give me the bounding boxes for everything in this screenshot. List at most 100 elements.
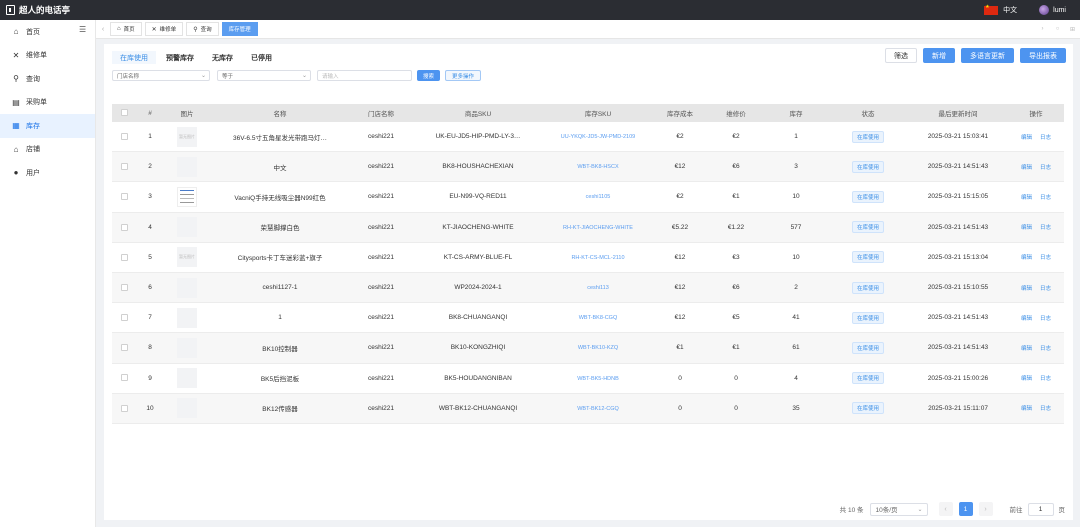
filter-operator-select[interactable]: 等于 ⌄ <box>217 70 311 81</box>
status-tab[interactable]: 无库存 <box>212 54 233 62</box>
view-tab[interactable]: ⌂ 首页 <box>110 22 142 36</box>
tabs-scroll-left-icon[interactable]: ‹ <box>101 25 105 33</box>
product-image[interactable] <box>177 186 197 207</box>
view-tab[interactable]: 库存管理 <box>221 22 258 36</box>
log-link[interactable]: 日志 <box>1040 315 1052 322</box>
grid-menu-icon[interactable]: ⊞ <box>1069 26 1076 33</box>
stock-sku-link[interactable]: UU-YKQK-JD5-JW-PMD-2109 <box>560 134 636 141</box>
row-checkbox[interactable] <box>120 344 128 352</box>
brand[interactable]: 超人的电话亭 <box>0 0 96 20</box>
table-row[interactable]: 8 BK10控制器 ceshi221 BK10-KONGZHIQI WBT-BK10-K… <box>112 333 1064 364</box>
table-row[interactable]: 5 暂无图片 Citysports卡丁车迷彩蓝+旗子 ceshi221 KT-CS-AR… <box>112 243 1064 273</box>
filter-button[interactable]: 筛选 <box>885 48 917 63</box>
log-link[interactable]: 日志 <box>1040 194 1052 201</box>
avatar[interactable] <box>1039 5 1050 15</box>
stock-sku-link[interactable]: WBT-BK12-CGQ <box>577 405 619 412</box>
stock-sku-link[interactable]: RH-KT-JIAOCHENG-WHITE <box>563 224 633 231</box>
table-row[interactable]: 2 中文 ceshi221 BK8-HOUSHACHEXIAN WBT-BK8-HSCX… <box>112 152 1064 183</box>
sidebar-item-inventory[interactable]: ▦ 库存 <box>0 114 95 138</box>
prev-page-button[interactable]: ‹ <box>938 502 953 516</box>
product-image[interactable] <box>177 156 197 177</box>
status-tab[interactable]: 预警库存 <box>166 54 194 62</box>
product-image[interactable] <box>177 277 197 298</box>
sidebar-item-user[interactable]: ● 用户 <box>0 161 95 185</box>
product-image[interactable] <box>177 307 197 328</box>
log-link[interactable]: 日志 <box>1040 255 1052 262</box>
table-row[interactable]: 1 暂无图片 36V-6.5寸五角星发光带跑马灯… ceshi221 UK-EU-JD5… <box>112 122 1064 153</box>
search-button[interactable]: 搜索 <box>417 70 441 81</box>
add-button[interactable]: 新增 <box>923 48 955 63</box>
product-image[interactable] <box>177 217 197 238</box>
edit-link[interactable]: 编辑 <box>1020 194 1032 201</box>
sidebar-item-book[interactable]: ▤ 采购单 <box>0 91 95 115</box>
status-tab[interactable]: 在库使用 <box>112 51 156 64</box>
stock-sku-link[interactable]: WBT-BK5-HDNB <box>577 375 619 382</box>
sidebar-item-tools[interactable]: ✕ 维修单 <box>0 44 95 68</box>
edit-link[interactable]: 编辑 <box>1020 315 1032 322</box>
next-page-button[interactable]: › <box>978 502 993 516</box>
table-row[interactable]: 9 BK5后挡泥板 ceshi221 BK5-HOUDANGNIBAN WBT-BK5-… <box>112 364 1064 394</box>
log-link[interactable]: 日志 <box>1040 376 1052 383</box>
more-actions-button[interactable]: 更多操作 <box>445 70 482 81</box>
stock-sku-link[interactable]: ceshi1105 <box>585 194 611 201</box>
edit-link[interactable]: 编辑 <box>1020 406 1032 413</box>
product-image[interactable] <box>177 337 197 358</box>
log-link[interactable]: 日志 <box>1040 134 1052 141</box>
sidebar-item-store[interactable]: ⌂ 店铺 <box>0 138 95 162</box>
filter-value-input[interactable]: 请输入 <box>317 70 412 81</box>
row-checkbox[interactable] <box>120 374 128 382</box>
table-row[interactable]: 10 BK12传感器 ceshi221 WBT-BK12-CHUANGANQI WBT-… <box>112 393 1064 424</box>
page-1-button[interactable]: 1 <box>958 502 973 516</box>
product-image[interactable] <box>177 368 197 389</box>
sidebar-item-home[interactable]: ⌂ 首页 <box>0 20 95 44</box>
tabs-scroll-right-icon[interactable]: › <box>1041 26 1044 32</box>
status-tab[interactable]: 已停用 <box>251 54 272 62</box>
table-row[interactable]: 4 荣慧脚撑白色 ceshi221 KT-JIAOCHENG-WHITE RH-KT-J… <box>112 212 1064 243</box>
stock-sku-link[interactable]: RH-KT-CS-MCL-2110 <box>571 254 625 261</box>
edit-link[interactable]: 编辑 <box>1020 225 1032 232</box>
product-image[interactable]: 暂无图片 <box>177 247 197 268</box>
product-image[interactable]: 暂无图片 <box>177 126 197 147</box>
china-flag-icon[interactable] <box>984 4 999 15</box>
log-link[interactable]: 日志 <box>1040 164 1052 171</box>
stock-sku-link[interactable]: ceshi113 <box>587 285 609 292</box>
log-link[interactable]: 日志 <box>1040 406 1052 413</box>
sidebar-item-search[interactable]: ⚲ 查询 <box>0 67 95 91</box>
product-image[interactable] <box>177 398 197 419</box>
stock-sku-link[interactable]: WBT-BK8-HSCX <box>577 164 619 171</box>
edit-link[interactable]: 编辑 <box>1020 345 1032 352</box>
filter-field-select[interactable]: 门店名称 ⌄ <box>112 70 210 81</box>
edit-link[interactable]: 编辑 <box>1020 376 1032 383</box>
row-checkbox[interactable] <box>120 253 128 261</box>
menu-collapse-icon[interactable]: ☰ <box>79 25 87 34</box>
page-size-select[interactable]: 10条/页 ⌄ <box>869 502 928 516</box>
row-checkbox[interactable] <box>120 193 128 201</box>
edit-link[interactable]: 编辑 <box>1020 285 1032 292</box>
log-link[interactable]: 日志 <box>1040 285 1052 292</box>
row-checkbox[interactable] <box>120 404 128 412</box>
view-tab[interactable]: ✕ 维修单 <box>144 22 184 36</box>
select-all-checkbox[interactable] <box>120 109 128 117</box>
table-row[interactable]: 3 VacniQ手持无线吸尘器N99红色 ceshi221 EU-N99-VQ-RED… <box>112 182 1064 213</box>
log-link[interactable]: 日志 <box>1040 225 1052 232</box>
edit-link[interactable]: 编辑 <box>1020 255 1032 262</box>
view-tab[interactable]: ⚲ 查询 <box>186 22 219 36</box>
stock-sku-link[interactable]: WBT-BK8-CGQ <box>578 315 618 322</box>
table-row[interactable]: 7 1 ceshi221 BK8-CHUANGANQI WBT-BK8-CGQ €12 €5… <box>112 303 1064 334</box>
row-checkbox[interactable] <box>120 283 128 291</box>
stock-sku-link[interactable]: WBT-BK10-KZQ <box>577 345 619 352</box>
multi-language-update-button[interactable]: 多语言更新 <box>961 48 1014 63</box>
export-report-button[interactable]: 导出报表 <box>1020 48 1066 63</box>
table-row[interactable]: 6 ceshi1127-1 ceshi221 WP2024-2024-1 ceshi11… <box>112 272 1064 304</box>
edit-link[interactable]: 编辑 <box>1020 164 1032 171</box>
log-link[interactable]: 日志 <box>1040 345 1052 352</box>
row-checkbox[interactable] <box>120 163 128 171</box>
row-checkbox[interactable] <box>120 314 128 322</box>
row-checkbox[interactable] <box>120 223 128 231</box>
language-label[interactable]: 中文 <box>1003 7 1018 14</box>
goto-page-input[interactable]: 1 <box>1027 502 1054 516</box>
user-name[interactable]: lumi <box>1053 6 1066 14</box>
refresh-icon[interactable]: ○ <box>1055 26 1060 32</box>
row-checkbox[interactable] <box>120 132 128 140</box>
edit-link[interactable]: 编辑 <box>1020 134 1032 141</box>
